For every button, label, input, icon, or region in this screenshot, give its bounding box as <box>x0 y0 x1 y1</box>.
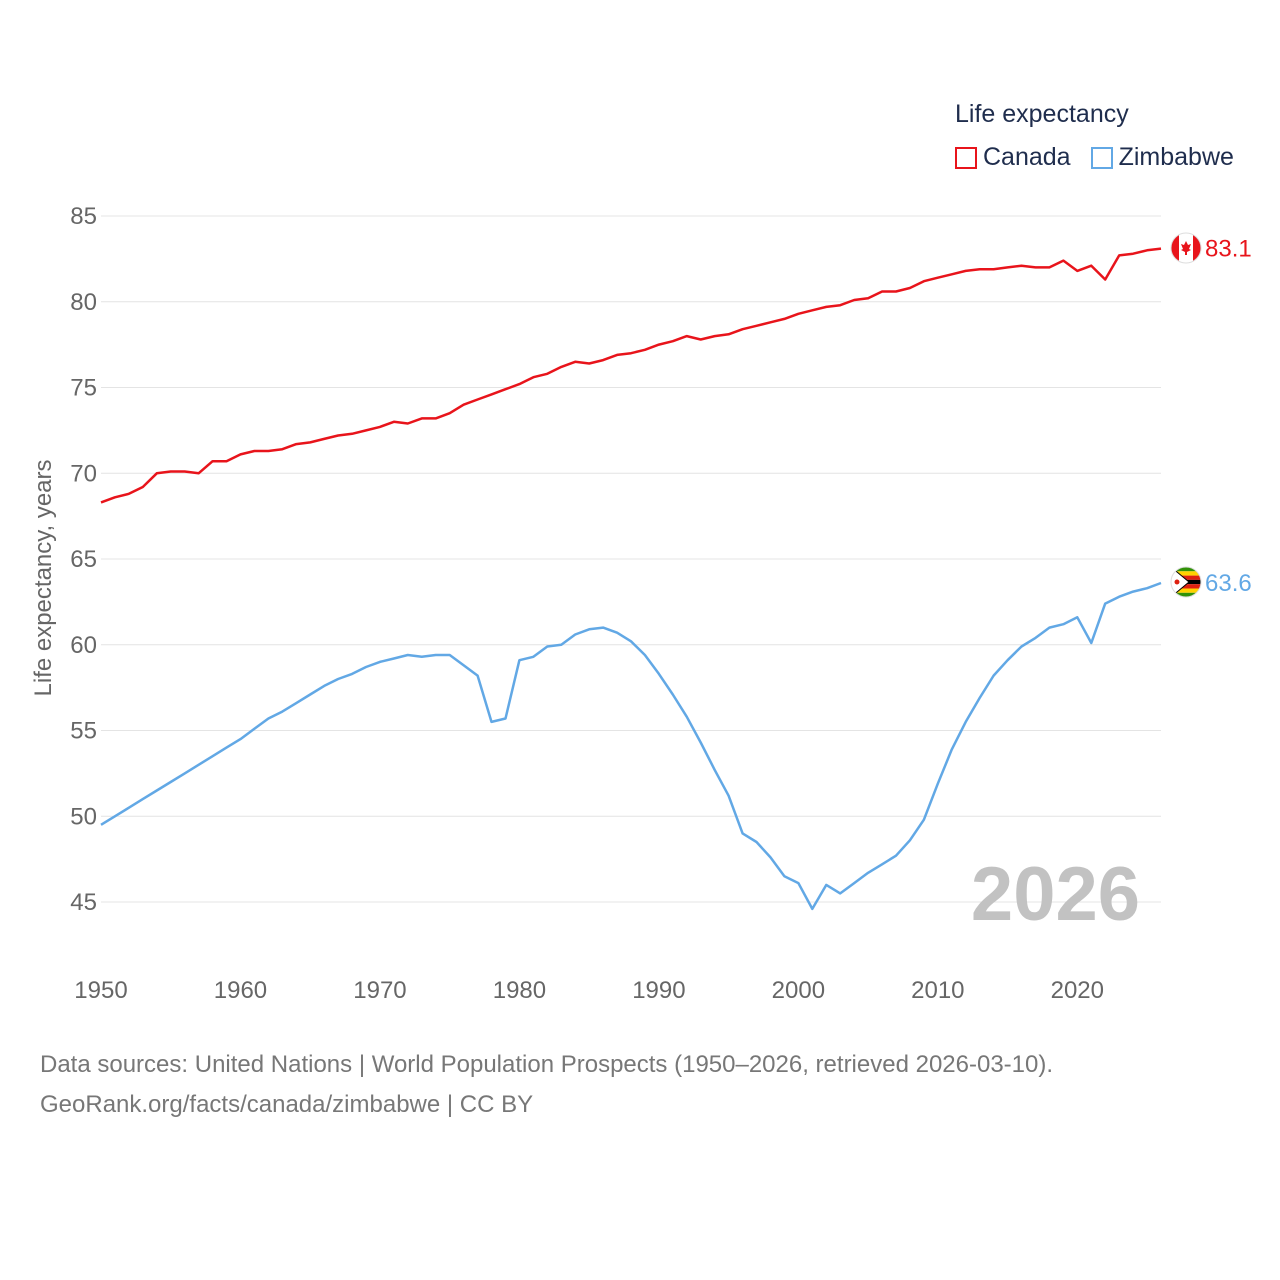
canada-flag-icon <box>1170 232 1202 264</box>
x-tick-1990: 1990 <box>632 977 685 1004</box>
end-label-canada: 83.1 <box>1205 236 1252 263</box>
x-tick-1980: 1980 <box>493 977 546 1004</box>
legend-title: Life expectancy <box>955 100 1129 128</box>
series-group: 83.1 63.6 <box>100 236 1252 911</box>
y-tick-85: 85 <box>70 203 97 230</box>
grid-lines <box>101 215 1161 903</box>
legend: Canada Zimbabwe <box>955 143 1254 172</box>
y-tick-55: 55 <box>70 718 97 745</box>
x-tick-1960: 1960 <box>214 977 267 1004</box>
legend-label-canada: Canada <box>983 143 1071 171</box>
x-tick-2010: 2010 <box>911 977 964 1004</box>
source-line-1: Data sources: United Nations | World Pop… <box>40 1051 1054 1078</box>
y-tick-75: 75 <box>70 375 97 402</box>
x-tick-2000: 2000 <box>772 977 825 1004</box>
x-tick-1950: 1950 <box>74 977 127 1004</box>
end-markers <box>1170 232 1202 598</box>
life-expectancy-chart: 45 50 55 60 65 70 75 80 85 1950 1960 1970 1980 1990 2… <box>30 203 1252 1004</box>
legend-item-canada[interactable]: Canada <box>955 143 1071 172</box>
series-line-zimbabwe <box>100 581 1162 911</box>
y-tick-50: 50 <box>70 803 97 830</box>
legend-label-zimbabwe: Zimbabwe <box>1118 143 1234 171</box>
source-note: Data sources: United Nations | World Pop… <box>40 1045 1053 1125</box>
legend-swatch-canada <box>955 146 977 169</box>
y-tick-80: 80 <box>70 289 97 316</box>
x-tick-2020: 2020 <box>1051 977 1104 1004</box>
source-line-2: GeoRank.org/facts/canada/zimbabwe | CC B… <box>40 1091 534 1118</box>
year-watermark: 2026 <box>971 852 1140 937</box>
y-tick-65: 65 <box>70 546 97 573</box>
series-line-canada <box>100 247 1162 504</box>
y-tick-45: 45 <box>70 889 97 916</box>
zimbabwe-flag-icon <box>1170 566 1202 598</box>
y-axis-ticks: 45 50 55 60 65 70 75 80 85 <box>70 203 97 916</box>
legend-swatch-zimbabwe <box>1090 146 1113 169</box>
x-axis-ticks: 1950 1960 1970 1980 1990 2000 2010 2020 <box>74 977 1104 1004</box>
y-axis-label: Life expectancy, years <box>30 459 57 696</box>
x-tick-1970: 1970 <box>353 977 406 1004</box>
legend-item-zimbabwe[interactable]: Zimbabwe <box>1090 143 1234 172</box>
y-tick-70: 70 <box>70 460 97 487</box>
y-tick-60: 60 <box>70 632 97 659</box>
end-label-zimbabwe: 63.6 <box>1205 570 1252 597</box>
